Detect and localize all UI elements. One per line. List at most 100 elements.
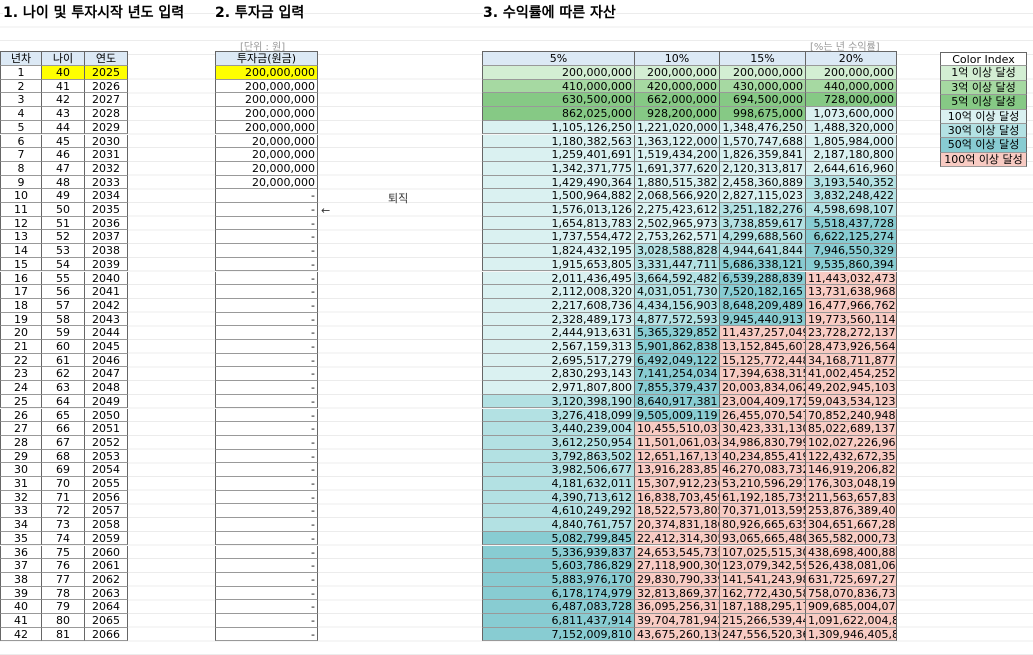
- asset-20: 85,022,689,137: [806, 422, 897, 436]
- investment: 200,000,000: [215, 107, 318, 121]
- asset-5: 1,500,964,882: [482, 189, 635, 203]
- age: 60: [42, 340, 85, 354]
- year-no: 8: [0, 161, 42, 176]
- asset-15: 40,234,855,419: [720, 449, 806, 464]
- asset-15: 4,944,641,844: [720, 244, 806, 258]
- age: 58: [42, 312, 85, 327]
- investment: -: [215, 394, 318, 409]
- year: 2026: [85, 79, 128, 94]
- year: 2047: [85, 367, 128, 382]
- year-no: 38: [0, 572, 42, 587]
- age: 72: [42, 504, 85, 519]
- investment: -: [215, 353, 318, 368]
- unit-note: [단위 : 원]: [240, 42, 286, 53]
- year-no: 5: [0, 120, 42, 135]
- age: 42: [42, 93, 85, 108]
- asset-10: 2,753,262,571: [635, 230, 720, 245]
- age: 46: [42, 148, 85, 162]
- year: 2045: [85, 340, 128, 354]
- asset-15: 162,772,430,585: [720, 586, 806, 601]
- year-no: 28: [0, 435, 42, 450]
- header-cell: 투자금(원금): [215, 51, 318, 66]
- age: 76: [42, 559, 85, 573]
- investment: -: [215, 531, 318, 546]
- asset-20: 253,876,389,401: [806, 504, 897, 519]
- asset-20: 41,002,454,252: [806, 367, 897, 382]
- year-no: 21: [0, 340, 42, 354]
- investment: -: [215, 435, 318, 450]
- investment: -: [215, 518, 318, 532]
- retire-arrow: ←: [321, 204, 331, 217]
- age: 75: [42, 545, 85, 560]
- asset-10: 2,502,965,973: [635, 216, 720, 231]
- year: 2039: [85, 257, 128, 272]
- year: 2030: [85, 134, 128, 149]
- year: 2066: [85, 627, 128, 642]
- asset-20: 211,563,657,834: [806, 490, 897, 505]
- asset-10: 13,916,283,851: [635, 463, 720, 477]
- age: 51: [42, 216, 85, 231]
- asset-5: 3,612,250,954: [482, 435, 635, 450]
- asset-20: 2,644,616,960: [806, 161, 897, 176]
- year-no: 17: [0, 285, 42, 299]
- year-no: 41: [0, 614, 42, 628]
- asset-10: 36,095,256,311: [635, 600, 720, 614]
- asset-10: 10,455,510,031: [635, 422, 720, 436]
- asset-5: 2,971,807,800: [482, 381, 635, 395]
- year: 2044: [85, 326, 128, 340]
- year-no: 36: [0, 545, 42, 560]
- asset-5: 3,120,398,190: [482, 394, 635, 409]
- asset-10: 32,813,869,373: [635, 586, 720, 601]
- asset-20: 3,832,248,422: [806, 189, 897, 203]
- asset-10: 928,200,000: [635, 107, 720, 121]
- header-cell: 10%: [635, 51, 720, 66]
- asset-15: 8,648,209,489: [720, 298, 806, 313]
- asset-5: 2,830,293,143: [482, 367, 635, 382]
- asset-15: 93,065,665,480: [720, 531, 806, 546]
- asset-10: 27,118,900,309: [635, 559, 720, 573]
- investment: 20,000,000: [215, 134, 318, 149]
- asset-15: 13,152,845,607: [720, 340, 806, 354]
- age: 66: [42, 422, 85, 436]
- age: 71: [42, 490, 85, 505]
- asset-10: 12,651,167,137: [635, 449, 720, 464]
- asset-20: 526,438,081,063: [806, 559, 897, 573]
- year: 2035: [85, 203, 128, 217]
- year: 2038: [85, 244, 128, 258]
- asset-15: 430,000,000: [720, 79, 806, 94]
- asset-5: 6,178,174,979: [482, 586, 635, 601]
- asset-20: 2,187,180,800: [806, 148, 897, 162]
- investment: 20,000,000: [215, 148, 318, 162]
- asset-5: 3,982,506,677: [482, 463, 635, 477]
- asset-15: 247,556,520,366: [720, 627, 806, 642]
- asset-20: 1,073,600,000: [806, 107, 897, 121]
- year-no: 2: [0, 79, 42, 94]
- asset-5: 2,011,436,495: [482, 271, 635, 286]
- asset-15: 4,299,688,560: [720, 230, 806, 245]
- asset-5: 4,610,249,292: [482, 504, 635, 519]
- age: 45: [42, 134, 85, 149]
- investment: -: [215, 627, 318, 642]
- asset-15: 26,455,070,547: [720, 408, 806, 423]
- year: 2056: [85, 490, 128, 505]
- year: 2034: [85, 189, 128, 203]
- year: 2060: [85, 545, 128, 560]
- asset-20: 440,000,000: [806, 79, 897, 94]
- age: 73: [42, 518, 85, 532]
- asset-5: 630,500,000: [482, 93, 635, 108]
- header-cell: 나이: [42, 51, 85, 66]
- age: 64: [42, 394, 85, 409]
- investment: -: [215, 189, 318, 203]
- year-no: 15: [0, 257, 42, 272]
- year-no: 33: [0, 504, 42, 519]
- asset-20: 16,477,966,762: [806, 298, 897, 313]
- year-no: 12: [0, 216, 42, 231]
- legend-item: 10억 이상 달성: [940, 109, 1027, 124]
- legend-item: 30억 이상 달성: [940, 124, 1027, 139]
- asset-5: 2,112,008,320: [482, 285, 635, 299]
- asset-20: 34,168,711,877: [806, 353, 897, 368]
- year-no: 27: [0, 422, 42, 436]
- asset-10: 39,704,781,942: [635, 614, 720, 628]
- investment: -: [215, 614, 318, 628]
